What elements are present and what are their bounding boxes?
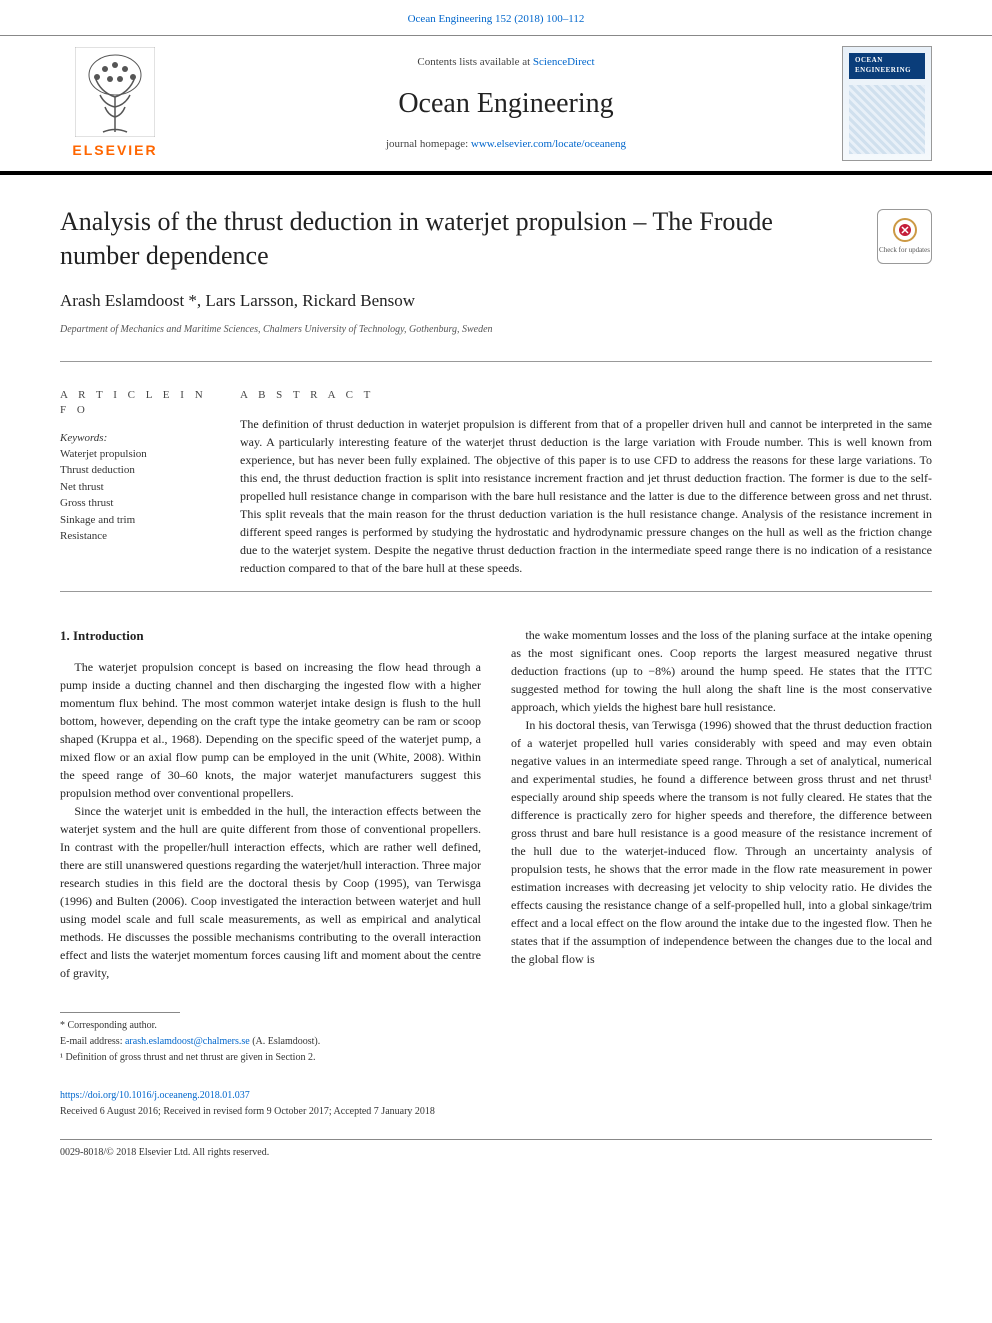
- footnote-1: ¹ Definition of gross thrust and net thr…: [60, 1051, 932, 1065]
- email-line: E-mail address: arash.eslamdoost@chalmer…: [60, 1035, 932, 1049]
- sciencedirect-link[interactable]: ScienceDirect: [533, 56, 595, 68]
- keyword-item: Gross thrust: [60, 495, 210, 512]
- footnote-rule: [60, 1012, 180, 1013]
- check-for-updates-button[interactable]: Check for updates: [877, 209, 932, 264]
- body-section: 1. Introduction The waterjet propulsion …: [0, 606, 992, 982]
- check-updates-label: Check for updates: [879, 246, 930, 256]
- body-paragraph: In his doctoral thesis, van Terwisga (19…: [511, 716, 932, 968]
- masthead: ELSEVIER Contents lists available at Sci…: [0, 35, 992, 175]
- keyword-item: Thrust deduction: [60, 462, 210, 479]
- keyword-item: Waterjet propulsion: [60, 446, 210, 463]
- publisher-name: ELSEVIER: [72, 141, 157, 161]
- keywords-heading: Keywords:: [60, 431, 210, 446]
- body-paragraph: The waterjet propulsion concept is based…: [60, 658, 481, 802]
- article-info-label: A R T I C L E I N F O: [60, 388, 210, 419]
- citation-text[interactable]: Ocean Engineering 152 (2018) 100–112: [408, 13, 585, 25]
- contents-line: Contents lists available at ScienceDirec…: [170, 55, 842, 70]
- email-attribution: (A. Eslamdoost).: [250, 1036, 321, 1047]
- abstract-column: A B S T R A C T The definition of thrust…: [240, 388, 932, 577]
- crossmark-icon: [892, 217, 918, 243]
- abstract-block: A R T I C L E I N F O Keywords: Waterjet…: [0, 376, 992, 577]
- masthead-center: Contents lists available at ScienceDirec…: [170, 55, 842, 153]
- article-title: Analysis of the thrust deduction in wate…: [60, 205, 857, 273]
- journal-cover-thumbnail[interactable]: OCEAN ENGINEERING: [842, 46, 932, 161]
- received-dates: Received 6 August 2016; Received in revi…: [60, 1105, 932, 1119]
- keyword-item: Net thrust: [60, 479, 210, 496]
- bottom-meta: https://doi.org/10.1016/j.oceaneng.2018.…: [0, 1077, 992, 1131]
- body-two-column: 1. Introduction The waterjet propulsion …: [60, 626, 932, 982]
- rule-divider: [60, 361, 932, 362]
- publisher-logo[interactable]: ELSEVIER: [60, 47, 170, 161]
- homepage-line: journal homepage: www.elsevier.com/locat…: [170, 137, 842, 152]
- homepage-prefix: journal homepage:: [386, 138, 471, 150]
- authors: Arash Eslamdoost *, Lars Larsson, Rickar…: [60, 289, 857, 313]
- body-paragraph: the wake momentum losses and the loss of…: [511, 626, 932, 716]
- elsevier-tree-icon: [75, 47, 155, 137]
- article-info-column: A R T I C L E I N F O Keywords: Waterjet…: [60, 388, 240, 577]
- running-head-citation: Ocean Engineering 152 (2018) 100–112: [0, 0, 992, 35]
- journal-title: Ocean Engineering: [170, 84, 842, 123]
- keyword-item: Sinkage and trim: [60, 512, 210, 529]
- keywords-list: Waterjet propulsion Thrust deduction Net…: [60, 446, 210, 545]
- abstract-label: A B S T R A C T: [240, 388, 932, 403]
- article-head: Analysis of the thrust deduction in wate…: [0, 175, 992, 346]
- cover-image-placeholder: [849, 85, 925, 154]
- email-link[interactable]: arash.eslamdoost@chalmers.se: [125, 1036, 250, 1047]
- contents-prefix: Contents lists available at: [417, 56, 532, 68]
- rule-divider: [60, 591, 932, 592]
- section-heading: 1. Introduction: [60, 626, 481, 646]
- keyword-item: Resistance: [60, 528, 210, 545]
- title-block: Analysis of the thrust deduction in wate…: [60, 205, 857, 336]
- corresponding-author: * Corresponding author.: [60, 1019, 932, 1033]
- doi-link[interactable]: https://doi.org/10.1016/j.oceaneng.2018.…: [60, 1089, 932, 1103]
- affiliation: Department of Mechanics and Maritime Sci…: [60, 323, 857, 337]
- email-label: E-mail address:: [60, 1036, 125, 1047]
- footnotes: * Corresponding author. E-mail address: …: [0, 982, 992, 1077]
- abstract-text: The definition of thrust deduction in wa…: [240, 415, 932, 577]
- homepage-link[interactable]: www.elsevier.com/locate/oceaneng: [471, 138, 626, 150]
- body-paragraph: Since the waterjet unit is embedded in t…: [60, 802, 481, 982]
- copyright: 0029-8018/© 2018 Elsevier Ltd. All right…: [0, 1140, 992, 1180]
- cover-title: OCEAN ENGINEERING: [849, 53, 925, 79]
